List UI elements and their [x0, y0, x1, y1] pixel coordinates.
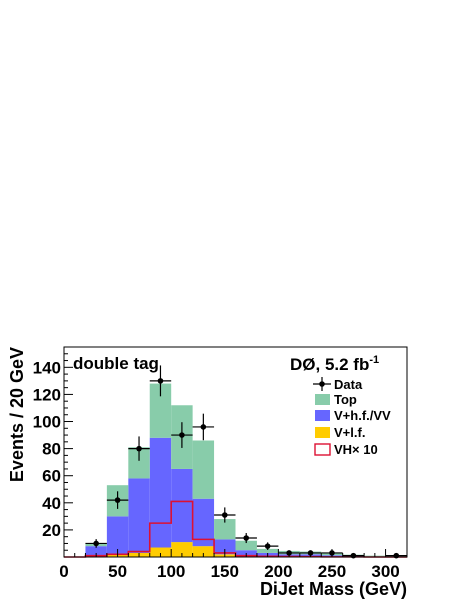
bar-v-l-f--bin-4: [149, 547, 172, 557]
data-point-9: [278, 550, 300, 556]
data-point-4: [171, 422, 193, 448]
experiment-label-text: DØ, 5.2 fb: [290, 355, 369, 374]
bar-v-h-f-vv-bin-2: [106, 516, 129, 555]
y-tick-label: 20: [42, 521, 61, 540]
y-axis: 20 40 60 80 100 120 140: [33, 346, 73, 558]
x-tick-label: 150: [211, 562, 239, 581]
x-tick-label: 0: [59, 562, 68, 581]
x-axis: 0 50 100 150 200 250 300: [59, 549, 408, 581]
y-tick-label: 80: [42, 440, 61, 459]
bar-top-bin-6: [192, 440, 215, 499]
legend-label-vhf: V+h.f./VV: [334, 408, 391, 423]
data-point-2: [128, 436, 150, 461]
y-tick-label: 120: [33, 385, 61, 404]
data-point-1: [106, 491, 129, 509]
y-tick-label: 100: [33, 413, 61, 432]
x-tick-label: 200: [264, 562, 292, 581]
bar-v-h-f-vv-bin-5: [171, 468, 193, 543]
bar-top-bin-9: [256, 548, 279, 553]
bar-v-h-f-vv-bin-3: [128, 478, 150, 553]
data-point-3: [149, 365, 172, 397]
data-point-6: [214, 507, 236, 523]
data-point-8: [256, 542, 279, 550]
legend-label-data: Data: [334, 377, 363, 392]
legend-entry-signal: VH× 10: [314, 442, 378, 457]
data-point-10: [299, 550, 322, 556]
bar-v-l-f--bin-6: [192, 546, 215, 557]
y-tick-label: 60: [42, 467, 61, 486]
bar-v-h-f-vv-bin-4: [149, 437, 172, 548]
experiment-label-superscript: -1: [369, 354, 379, 366]
legend-entry-vlf: V+l.f.: [315, 425, 365, 440]
x-tick-label: 50: [108, 562, 127, 581]
x-tick-label: 300: [371, 562, 399, 581]
stacked-histogram: [85, 383, 407, 557]
legend: Data Top V+h.f./VV V+l.f. VH× 10: [313, 377, 391, 457]
data-point-5: [192, 413, 215, 441]
y-axis-label: Events / 20 GeV: [7, 347, 27, 482]
y-tick-label: 140: [33, 358, 61, 377]
legend-label-signal: VH× 10: [334, 442, 378, 457]
data-point-7: [235, 533, 257, 544]
data-point-0: [85, 539, 107, 548]
bar-top-bin-4: [149, 383, 172, 438]
bar-top-bin-7: [214, 519, 236, 540]
y-tick-label: 40: [42, 494, 61, 513]
legend-entry-vhf: V+h.f./VV: [315, 408, 391, 423]
legend-label-vlf: V+l.f.: [334, 425, 365, 440]
bar-top-bin-3: [128, 447, 150, 479]
x-tick-label: 100: [157, 562, 185, 581]
bar-v-h-f-vv-bin-8: [235, 550, 257, 556]
experiment-label: DØ, 5.2 fb-1: [290, 354, 379, 374]
bar-v-h-f-vv-bin-7: [214, 539, 236, 555]
bar-top-bin-8: [235, 540, 257, 551]
x-axis-label: DiJet Mass (GeV): [260, 579, 407, 599]
legend-label-top: Top: [334, 392, 357, 407]
bar-v-h-f-vv-bin-1: [85, 546, 107, 556]
tag-label: double tag: [73, 354, 159, 373]
legend-entry-top: Top: [315, 392, 357, 407]
bar-v-l-f--bin-5: [171, 542, 193, 557]
bar-v-h-f-vv-bin-6: [192, 498, 215, 547]
legend-entry-data: Data: [313, 377, 363, 392]
x-tick-label: 250: [318, 562, 346, 581]
